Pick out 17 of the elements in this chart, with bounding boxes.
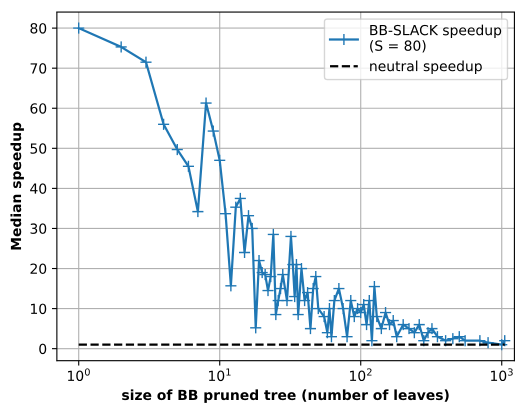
y-tick-label: 40 bbox=[30, 183, 46, 194]
y-tick-label: 0 bbox=[39, 344, 46, 354]
x-tick-label: 10$^{2}$ bbox=[350, 368, 372, 382]
legend-label: BB-SLACK speedup (S = 80) bbox=[370, 24, 502, 53]
y-axis-title: Median speedup bbox=[10, 122, 24, 250]
y-tick-label: 50 bbox=[30, 143, 46, 154]
y-tick-label: 20 bbox=[30, 263, 46, 274]
y-tick-label: 10 bbox=[31, 304, 46, 314]
y-tick-label: 30 bbox=[30, 223, 46, 234]
y-tick-label: 80 bbox=[30, 23, 46, 34]
y-tick-label: 70 bbox=[30, 63, 46, 74]
x-tick-label: 10$^{1}$ bbox=[209, 368, 231, 382]
y-tick-label: 60 bbox=[30, 103, 46, 114]
x-tick-label: 10$^{0}$ bbox=[68, 368, 90, 382]
x-axis-title: size of BB pruned tree (number of leaves) bbox=[122, 389, 449, 403]
legend-label: neutral speedup bbox=[370, 60, 482, 74]
x-tick-label: 10$^{3}$ bbox=[491, 368, 513, 382]
